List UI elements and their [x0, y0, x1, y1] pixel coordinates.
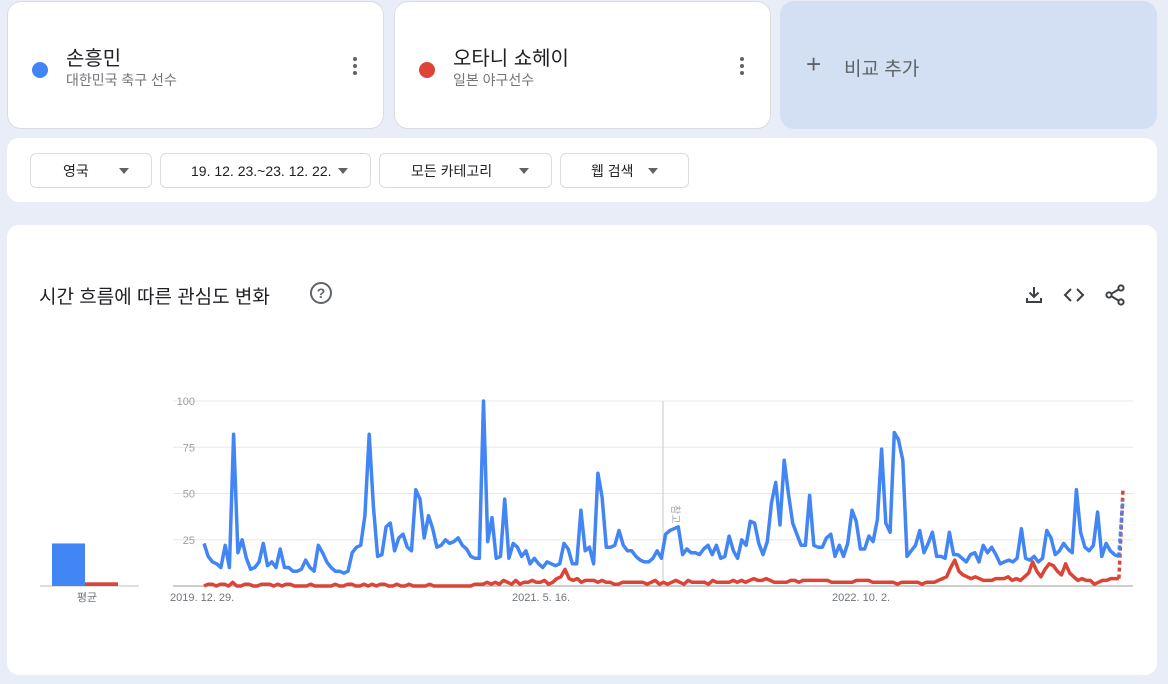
y-tick-label: 75 [183, 442, 195, 454]
filter-bar: 영국 19. 12. 23.~23. 12. 22. 모든 카테고리 웹 검색 [7, 138, 1157, 202]
avg-bar-0 [52, 543, 85, 586]
term-name[interactable]: 손흥민 [66, 48, 122, 70]
chart-title: 시간 흐름에 따른 관심도 변화 [39, 287, 270, 308]
download-icon[interactable] [1022, 283, 1046, 307]
series-color-dot [419, 62, 435, 78]
help-icon[interactable]: ? [310, 282, 332, 304]
series-line-0 [202, 399, 1120, 575]
dropdown-arrow-icon [519, 168, 529, 174]
avg-category-label: 평균 [77, 591, 97, 604]
add-compare-button[interactable]: + 비교 추가 [780, 1, 1157, 129]
date-range-value: 19. 12. 23.~23. 12. 22. [191, 162, 332, 179]
interest-line-chart: 참고 25 50 75 100 2019. 12. 29. 2021. 5. 16. 20… [170, 396, 1133, 604]
dropdown-arrow-icon [648, 168, 658, 174]
average-bar-chart: 평균 [40, 543, 139, 604]
dropdown-arrow-icon [338, 168, 348, 174]
search-type-value: 웹 검색 [591, 162, 634, 179]
y-tick-label: 50 [183, 489, 195, 501]
series-color-dot [32, 62, 48, 78]
category-value: 모든 카테고리 [411, 162, 493, 179]
term-subtitle: 대한민국 축구 선수 [66, 72, 177, 88]
series-line-1 [203, 558, 1119, 588]
term-name[interactable]: 오타니 쇼헤이 [453, 48, 569, 70]
search-type-dropdown[interactable]: 웹 검색 [560, 153, 689, 188]
series-partial-segment [1117, 498, 1125, 557]
category-dropdown[interactable]: 모든 카테고리 [379, 153, 552, 188]
plus-icon: + [806, 49, 822, 79]
x-tick-label: 2021. 5. 16. [512, 592, 570, 604]
more-vert-icon[interactable] [732, 54, 752, 78]
date-range-dropdown[interactable]: 19. 12. 23.~23. 12. 22. [160, 153, 371, 188]
share-icon[interactable] [1103, 283, 1127, 307]
annotation-label: 참고 [669, 505, 681, 523]
dropdown-arrow-icon [119, 168, 129, 174]
y-tick-label: 100 [177, 396, 195, 408]
x-tick-label: 2022. 10. 2. [832, 592, 890, 604]
more-vert-icon[interactable] [345, 54, 365, 78]
region-dropdown[interactable]: 영국 [30, 153, 152, 188]
embed-code-icon[interactable] [1062, 283, 1086, 307]
term-card-son[interactable]: 손흥민 대한민국 축구 선수 [7, 1, 384, 129]
avg-bar-1 [85, 582, 118, 586]
interest-over-time-card: 시간 흐름에 따른 관심도 변화 ? 평균 참고 25 50 75 100 2019.… [7, 225, 1157, 675]
region-value: 영국 [63, 162, 89, 179]
y-tick-label: 25 [183, 535, 195, 547]
add-compare-label: 비교 추가 [844, 59, 920, 80]
x-tick-label: 2019. 12. 29. [170, 592, 234, 604]
term-subtitle: 일본 야구선수 [453, 72, 535, 88]
term-card-ohtani[interactable]: 오타니 쇼헤이 일본 야구선수 [394, 1, 771, 129]
